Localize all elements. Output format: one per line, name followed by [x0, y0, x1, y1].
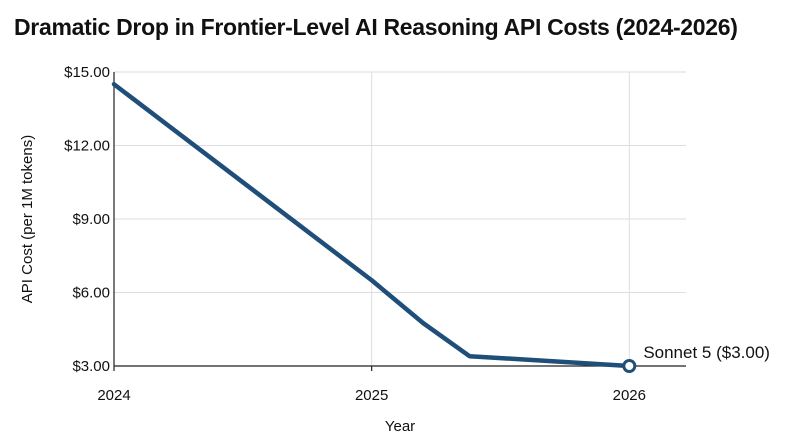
x-tick-label: 2025 — [355, 387, 388, 404]
axes: $3.00 $6.00 $9.00 $12.00 $15.00 2024 2025 2026 — [64, 64, 686, 404]
y-tick-label: $12.00 — [64, 138, 110, 155]
series-line — [111, 82, 632, 369]
point-annotation: Sonnet 5 ($3.00) — [643, 343, 770, 362]
x-axis-label: Year — [385, 418, 415, 435]
x-tick-label: 2026 — [613, 387, 646, 404]
x-tick-label: 2024 — [97, 387, 130, 404]
y-axis-label: API Cost (per 1M tokens) — [19, 135, 36, 303]
chart-title: Dramatic Drop in Frontier-Level AI Reaso… — [14, 14, 738, 40]
y-tick-label: $3.00 — [72, 358, 110, 375]
y-tick-label: $15.00 — [64, 64, 110, 81]
grid — [114, 71, 686, 366]
labels: Year API Cost (per 1M tokens) Sonnet 5 (… — [19, 135, 770, 435]
annotated-point — [622, 359, 637, 373]
y-tick-label: $6.00 — [72, 285, 110, 302]
series-layer — [111, 82, 637, 373]
y-tick-label: $9.00 — [72, 211, 110, 228]
